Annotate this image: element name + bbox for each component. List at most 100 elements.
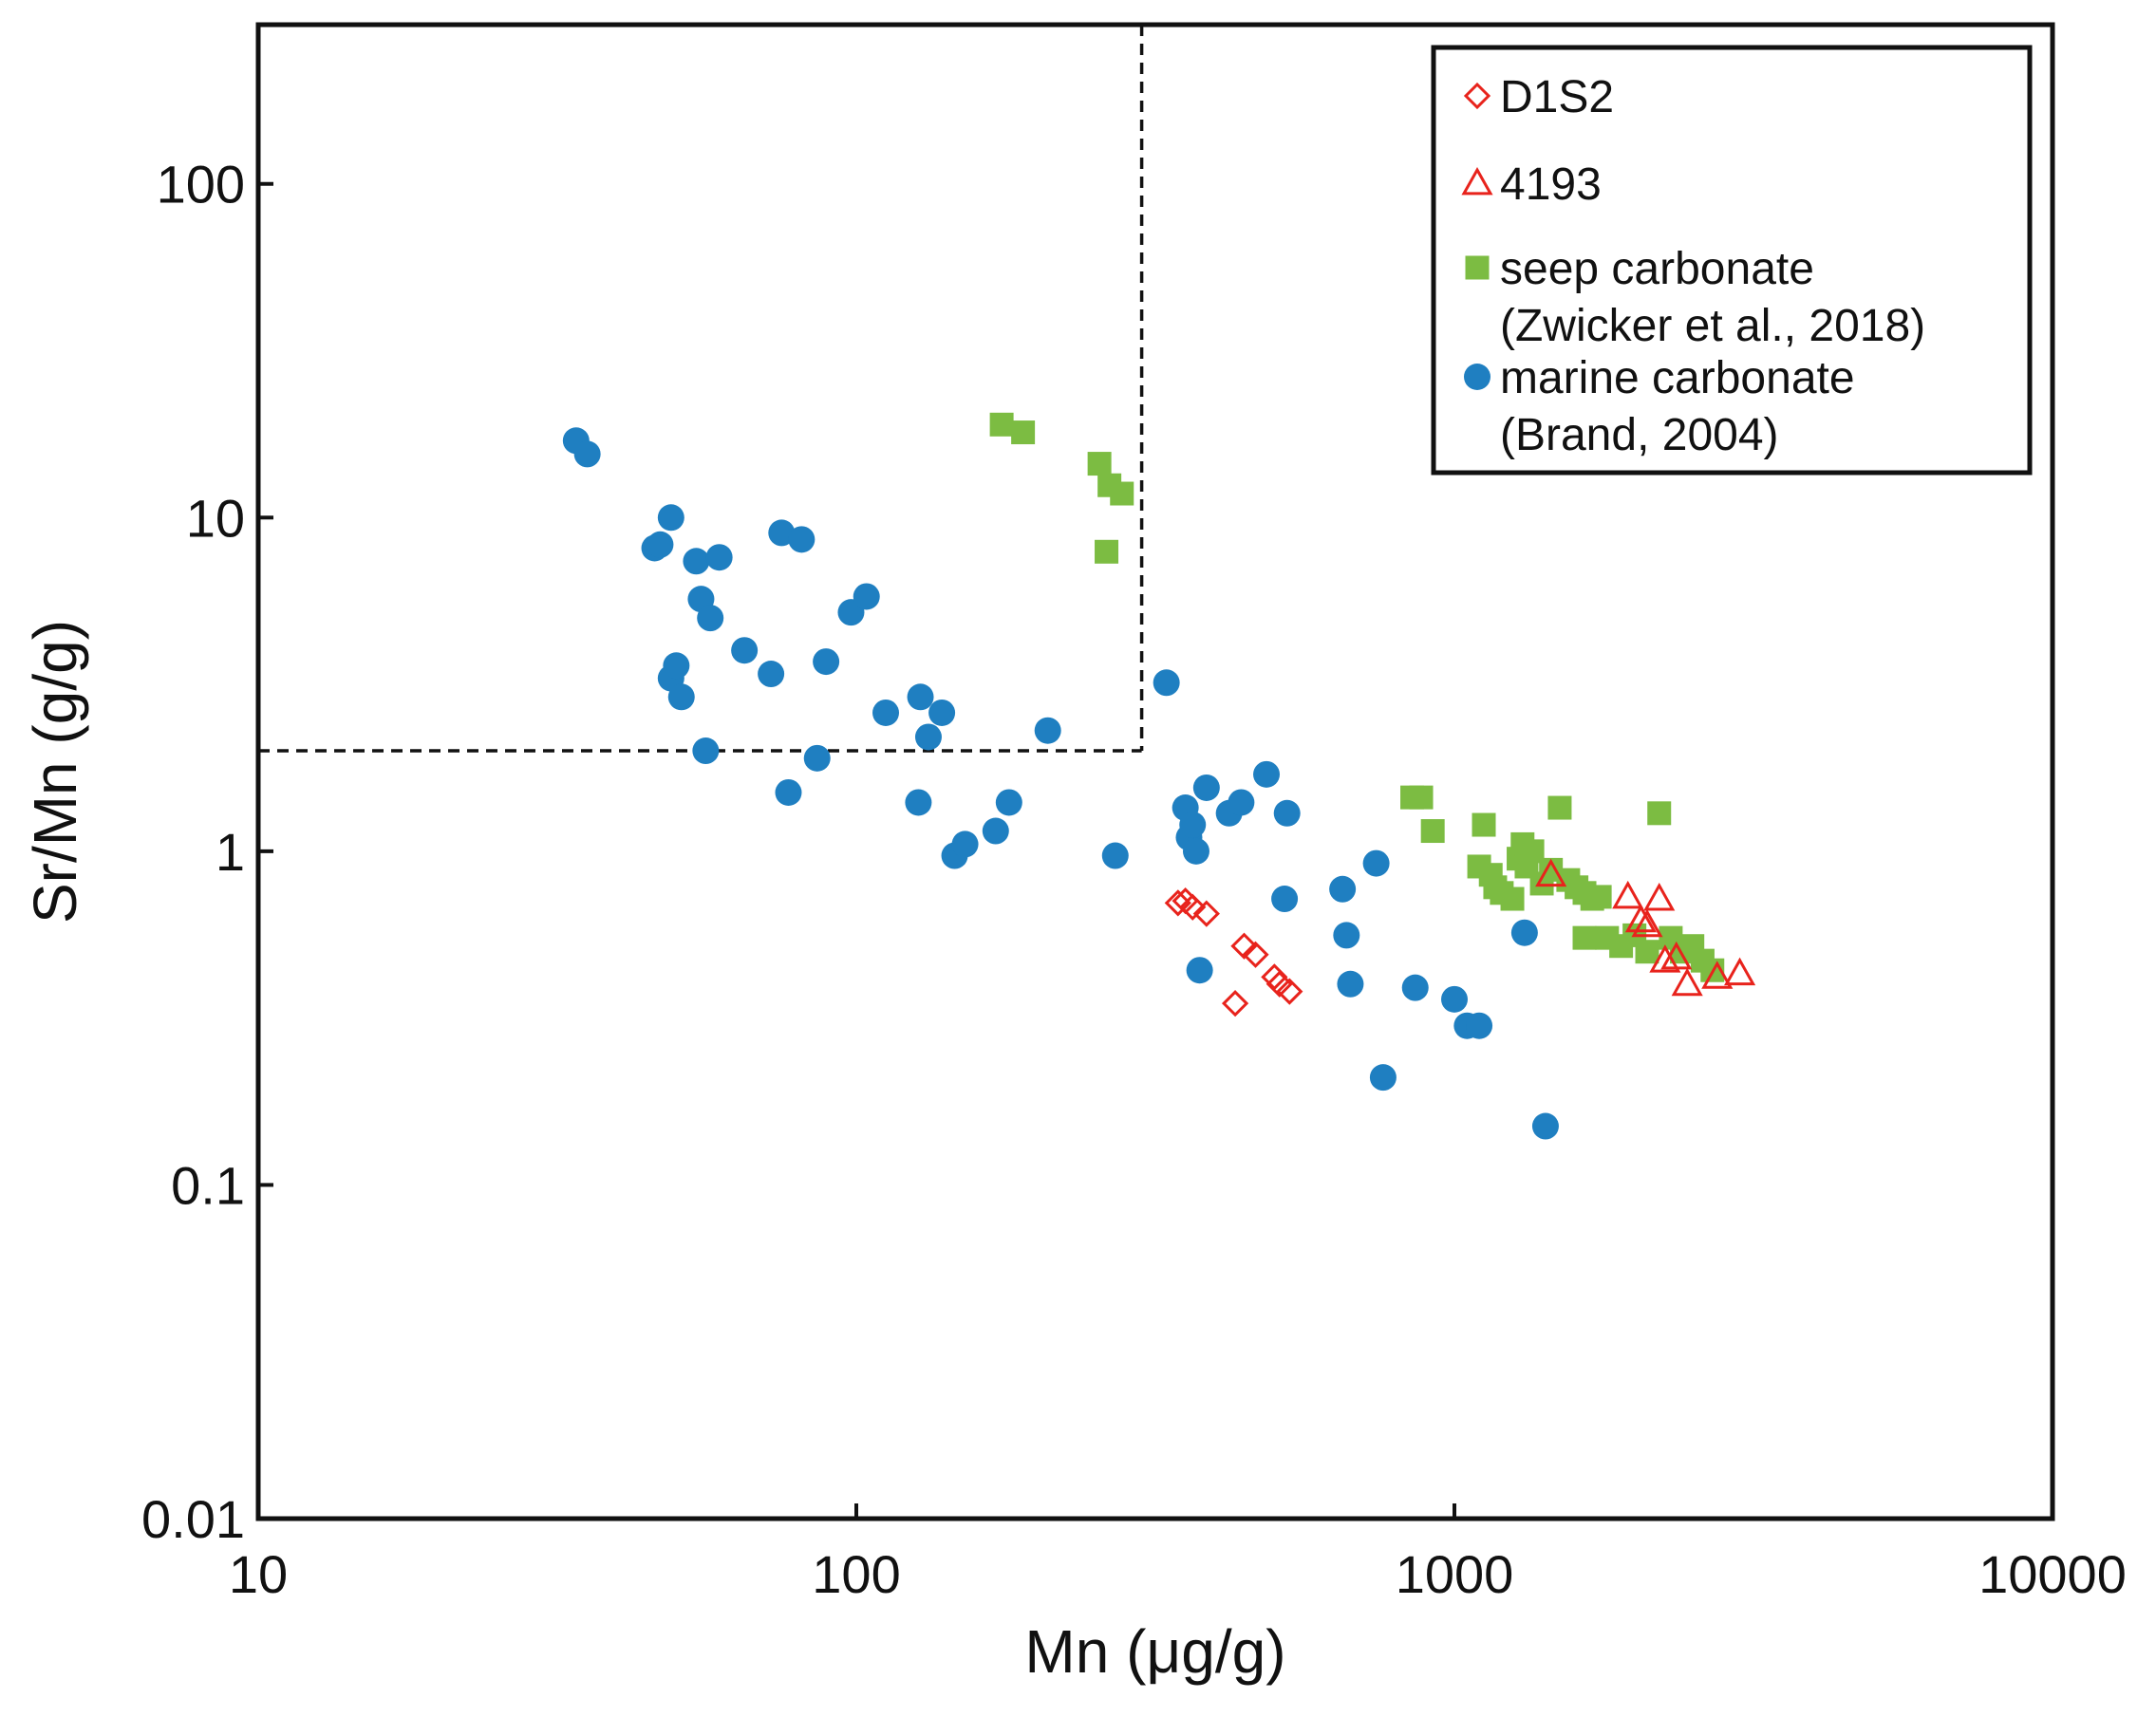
data-points [562, 412, 1756, 1140]
legend: D1S2 4193 seep carbonate (Zwicker et al., 2… [1431, 45, 2033, 476]
data-point [905, 789, 932, 816]
data-point [1333, 922, 1360, 949]
data-point [1612, 880, 1644, 909]
data-point [758, 661, 785, 688]
data-point [1643, 882, 1676, 911]
data-point [803, 744, 831, 772]
series-d1s2 [1164, 887, 1303, 1017]
legend-label: (Zwicker et al., 2018) [1500, 301, 1925, 351]
legend-label: seep carbonate [1500, 244, 1814, 294]
data-point [1624, 904, 1657, 933]
legend-marker [1465, 255, 1490, 280]
data-point [1230, 932, 1258, 960]
y-tick-label: 0.1 [171, 1155, 245, 1215]
data-point [775, 778, 802, 806]
data-point [768, 519, 796, 547]
legend-marker [1464, 364, 1490, 390]
data-point [1420, 819, 1445, 844]
data-point [1192, 774, 1220, 801]
data-point [667, 683, 695, 711]
data-point [982, 817, 1009, 845]
data-point [1179, 812, 1207, 839]
data-point [853, 583, 880, 610]
x-tick-label: 100 [812, 1544, 900, 1604]
data-point [731, 637, 759, 664]
data-point [1265, 970, 1293, 998]
x-axis-title: Mn (μg/g) [1024, 1617, 1285, 1686]
data-point [1329, 875, 1357, 903]
data-point [1500, 886, 1525, 911]
data-point [1011, 420, 1036, 445]
data-point [1110, 481, 1134, 506]
data-point [1472, 812, 1496, 837]
y-tick-label: 100 [157, 155, 245, 215]
data-point [692, 737, 720, 765]
legend-label: D1S2 [1500, 72, 1614, 122]
series-4193 [1535, 858, 1756, 997]
data-point [995, 789, 1022, 816]
data-point [1164, 889, 1191, 917]
data-point [1221, 990, 1249, 1017]
data-point [1466, 1012, 1493, 1039]
data-point [1101, 842, 1129, 869]
series-seep-carbonate-zwicker-et-al-2018 [989, 412, 1725, 982]
x-axis-ticks: 10 100 1000 10000 [229, 1503, 2127, 1604]
data-point [907, 683, 934, 711]
data-point [1273, 799, 1301, 827]
x-tick-label: 10 [229, 1544, 288, 1604]
legend-item: D1S2 [1463, 72, 1614, 122]
y-tick-label: 0.01 [141, 1489, 245, 1549]
data-point [951, 831, 979, 858]
series-marine-carbonate-brand-2004 [562, 427, 1559, 1140]
legend-label: (Brand, 2004) [1500, 410, 1779, 460]
data-point [1153, 669, 1180, 697]
data-point [1631, 908, 1663, 938]
legend-item: marine carbonate (Brand, 2004) [1464, 353, 1855, 460]
legend-label: marine carbonate [1500, 353, 1855, 403]
data-point [1671, 967, 1703, 997]
y-tick-label: 10 [186, 488, 245, 548]
legend-box [1431, 45, 2033, 476]
data-point [647, 531, 674, 558]
y-axis-title: Sr/Mn (g/g) [21, 620, 89, 924]
plot-frame [255, 22, 2055, 1521]
data-point [1587, 885, 1612, 909]
data-point [1647, 801, 1672, 826]
data-point [1547, 795, 1572, 820]
data-point [1649, 944, 1681, 973]
data-point [1535, 858, 1567, 887]
data-point [705, 544, 733, 571]
y-axis-ticks: 0.01 0.1 1 10 100 [141, 155, 273, 1549]
legend-marker [1463, 82, 1491, 110]
legend-marker [1461, 166, 1493, 196]
data-point [1441, 985, 1468, 1013]
data-point [1531, 1112, 1559, 1140]
data-point [1228, 789, 1255, 816]
data-point [663, 652, 690, 680]
data-point [788, 526, 816, 553]
data-point [914, 723, 942, 751]
data-point [1701, 961, 1734, 989]
data-point [657, 504, 684, 532]
data-point [1510, 919, 1538, 946]
data-point [813, 648, 840, 676]
x-tick-label: 10000 [1978, 1544, 2127, 1604]
legend-item: seep carbonate (Zwicker et al., 2018) [1465, 244, 1925, 351]
legend-label: 4193 [1500, 159, 1602, 210]
data-point [1337, 970, 1364, 998]
data-point [1369, 1064, 1397, 1092]
data-point [1242, 941, 1269, 968]
data-point [989, 412, 1014, 437]
data-point [1179, 893, 1207, 921]
data-point [1034, 717, 1061, 744]
x-tick-label: 1000 [1396, 1544, 1514, 1604]
data-point [1572, 925, 1597, 950]
data-point [1182, 837, 1209, 865]
legend-item: 4193 [1461, 159, 1602, 210]
data-point [872, 699, 900, 726]
data-point [697, 605, 724, 632]
data-point [928, 699, 956, 726]
data-point [1186, 957, 1213, 984]
